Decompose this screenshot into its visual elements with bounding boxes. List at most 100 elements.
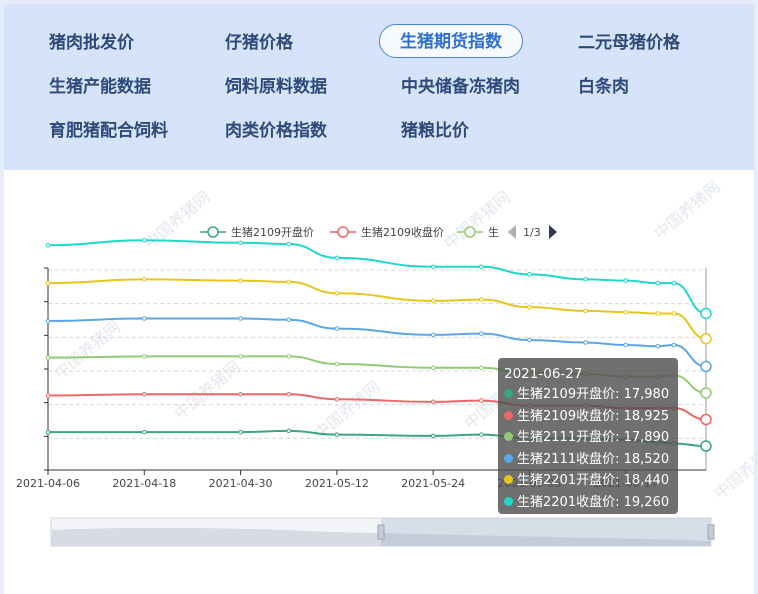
zoom-handle-left[interactable] xyxy=(377,524,385,540)
data-point xyxy=(45,242,51,248)
watermark-text: 中国养猪网 xyxy=(710,437,758,503)
nav-item-frozen-pork-reserve[interactable]: 中央储备冻猪肉 xyxy=(401,77,520,97)
nav-item-carcass-meat[interactable]: 白条肉 xyxy=(578,77,629,97)
tooltip-row: 生猪2111收盘价: 18,520 xyxy=(504,449,672,471)
data-point xyxy=(671,280,677,286)
data-point xyxy=(430,365,436,371)
data-point xyxy=(430,399,436,405)
hover-point xyxy=(700,440,712,452)
tooltip-row: 生猪2109开盘价: 17,980 xyxy=(504,384,672,406)
data-point xyxy=(527,337,532,343)
data-point xyxy=(238,278,243,283)
legend-label: 生 xyxy=(488,225,499,239)
data-point xyxy=(430,298,436,304)
data-zoom-slider[interactable] xyxy=(50,517,715,547)
legend-page-indicator: 1/3 xyxy=(523,226,541,239)
data-point xyxy=(286,354,292,359)
series-line xyxy=(47,239,707,315)
chart-tooltip: 2021-06-27 生猪2109开盘价: 17,980 生猪2109收盘价: … xyxy=(498,358,678,514)
data-point xyxy=(479,297,484,302)
tooltip-text: 生猪2109开盘价: 17,980 xyxy=(517,387,670,402)
data-point xyxy=(286,428,292,434)
data-point xyxy=(238,391,243,397)
hover-point xyxy=(700,413,712,426)
data-point xyxy=(479,398,484,403)
nav-item-piglet-price[interactable]: 仔猪价格 xyxy=(225,33,293,53)
legend-marker xyxy=(464,226,476,238)
data-point xyxy=(286,241,292,247)
zoom-selected-range[interactable] xyxy=(381,518,711,546)
data-point xyxy=(334,326,340,331)
data-point xyxy=(45,393,51,398)
data-point xyxy=(479,264,484,270)
data-point xyxy=(623,342,629,348)
nav-item-meat-price-index[interactable]: 肉类价格指数 xyxy=(225,121,327,141)
nav-item-hog-futures-index[interactable]: 生猪期货指数 xyxy=(379,24,523,58)
x-tick-label: 2021-05-24 xyxy=(401,477,465,490)
x-tick-label: 2021-04-30 xyxy=(209,477,273,490)
data-point xyxy=(141,237,147,243)
tooltip-row: 生猪2201收盘价: 19,260 xyxy=(504,492,672,514)
data-point xyxy=(527,304,532,310)
nav-item-fattening-feed[interactable]: 育肥猪配合饲料 xyxy=(49,121,168,141)
data-point xyxy=(334,290,340,296)
category-nav: 猪肉批发价 仔猪价格 生猪期货指数 二元母猪价格 生猪产能数据 饲料原料数据 中… xyxy=(4,4,754,170)
data-point xyxy=(286,279,292,285)
data-point xyxy=(671,311,677,316)
nav-item-capacity-data[interactable]: 生猪产能数据 xyxy=(49,77,151,97)
legend-next-icon[interactable] xyxy=(549,225,557,239)
data-point xyxy=(45,429,51,435)
data-point xyxy=(671,342,677,348)
data-point xyxy=(238,354,243,359)
data-point xyxy=(334,397,340,402)
tooltip-dot xyxy=(504,432,513,441)
tooltip-row: 生猪2109收盘价: 18,925 xyxy=(504,406,672,428)
zoom-handle-right[interactable] xyxy=(707,524,715,540)
data-point xyxy=(334,255,340,261)
legend-marker xyxy=(207,226,219,238)
data-point xyxy=(430,332,436,338)
data-point xyxy=(141,277,147,282)
tooltip-row: 生猪2111开盘价: 17,890 xyxy=(504,427,672,449)
data-point xyxy=(45,355,51,360)
data-point xyxy=(623,278,629,283)
tooltip-dot xyxy=(504,453,513,463)
tooltip-dot xyxy=(504,475,513,484)
nav-item-feed-material[interactable]: 饲料原料数据 xyxy=(225,77,327,97)
data-point xyxy=(141,391,147,397)
legend-label: 生猪2109收盘价 xyxy=(361,225,444,239)
x-tick-label: 2021-04-06 xyxy=(16,477,80,490)
data-point xyxy=(238,316,243,321)
tooltip-dot xyxy=(504,389,513,398)
x-tick-label: 2021-05-12 xyxy=(305,477,369,490)
tooltip-dot xyxy=(504,496,513,506)
tooltip-text: 生猪2201收盘价: 19,260 xyxy=(517,494,670,510)
tooltip-text: 生猪2201开盘价: 18,440 xyxy=(517,473,670,488)
legend-item[interactable]: 生猪2109开盘价 xyxy=(200,225,314,239)
nav-item-hog-grain-ratio[interactable]: 猪粮比价 xyxy=(401,121,469,141)
hover-point xyxy=(700,360,712,373)
watermark-text: 中国养猪网 xyxy=(650,177,724,243)
legend-item[interactable]: 生猪2109收盘价 xyxy=(330,225,444,239)
data-point xyxy=(583,277,588,282)
legend-item[interactable]: 生 xyxy=(457,225,499,239)
data-point xyxy=(655,343,661,349)
data-point xyxy=(623,309,629,315)
hover-point xyxy=(700,332,712,345)
nav-item-sow-price[interactable]: 二元母猪价格 xyxy=(578,33,680,53)
watermark-text: 中国养猪网 xyxy=(140,187,214,253)
data-point xyxy=(141,316,147,321)
data-point xyxy=(583,340,588,345)
legend-prev-icon[interactable] xyxy=(508,225,516,239)
data-point xyxy=(286,317,292,323)
data-point xyxy=(141,429,147,435)
data-point xyxy=(238,429,243,435)
data-point xyxy=(655,311,661,316)
tooltip-dot xyxy=(504,410,513,420)
watermark-text: 中国养猪网 xyxy=(170,357,244,423)
legend-label: 生猪2109开盘价 xyxy=(231,225,314,239)
data-point xyxy=(286,391,292,397)
data-point xyxy=(141,354,147,359)
data-point xyxy=(238,240,243,246)
nav-item-pork-wholesale[interactable]: 猪肉批发价 xyxy=(49,33,134,53)
